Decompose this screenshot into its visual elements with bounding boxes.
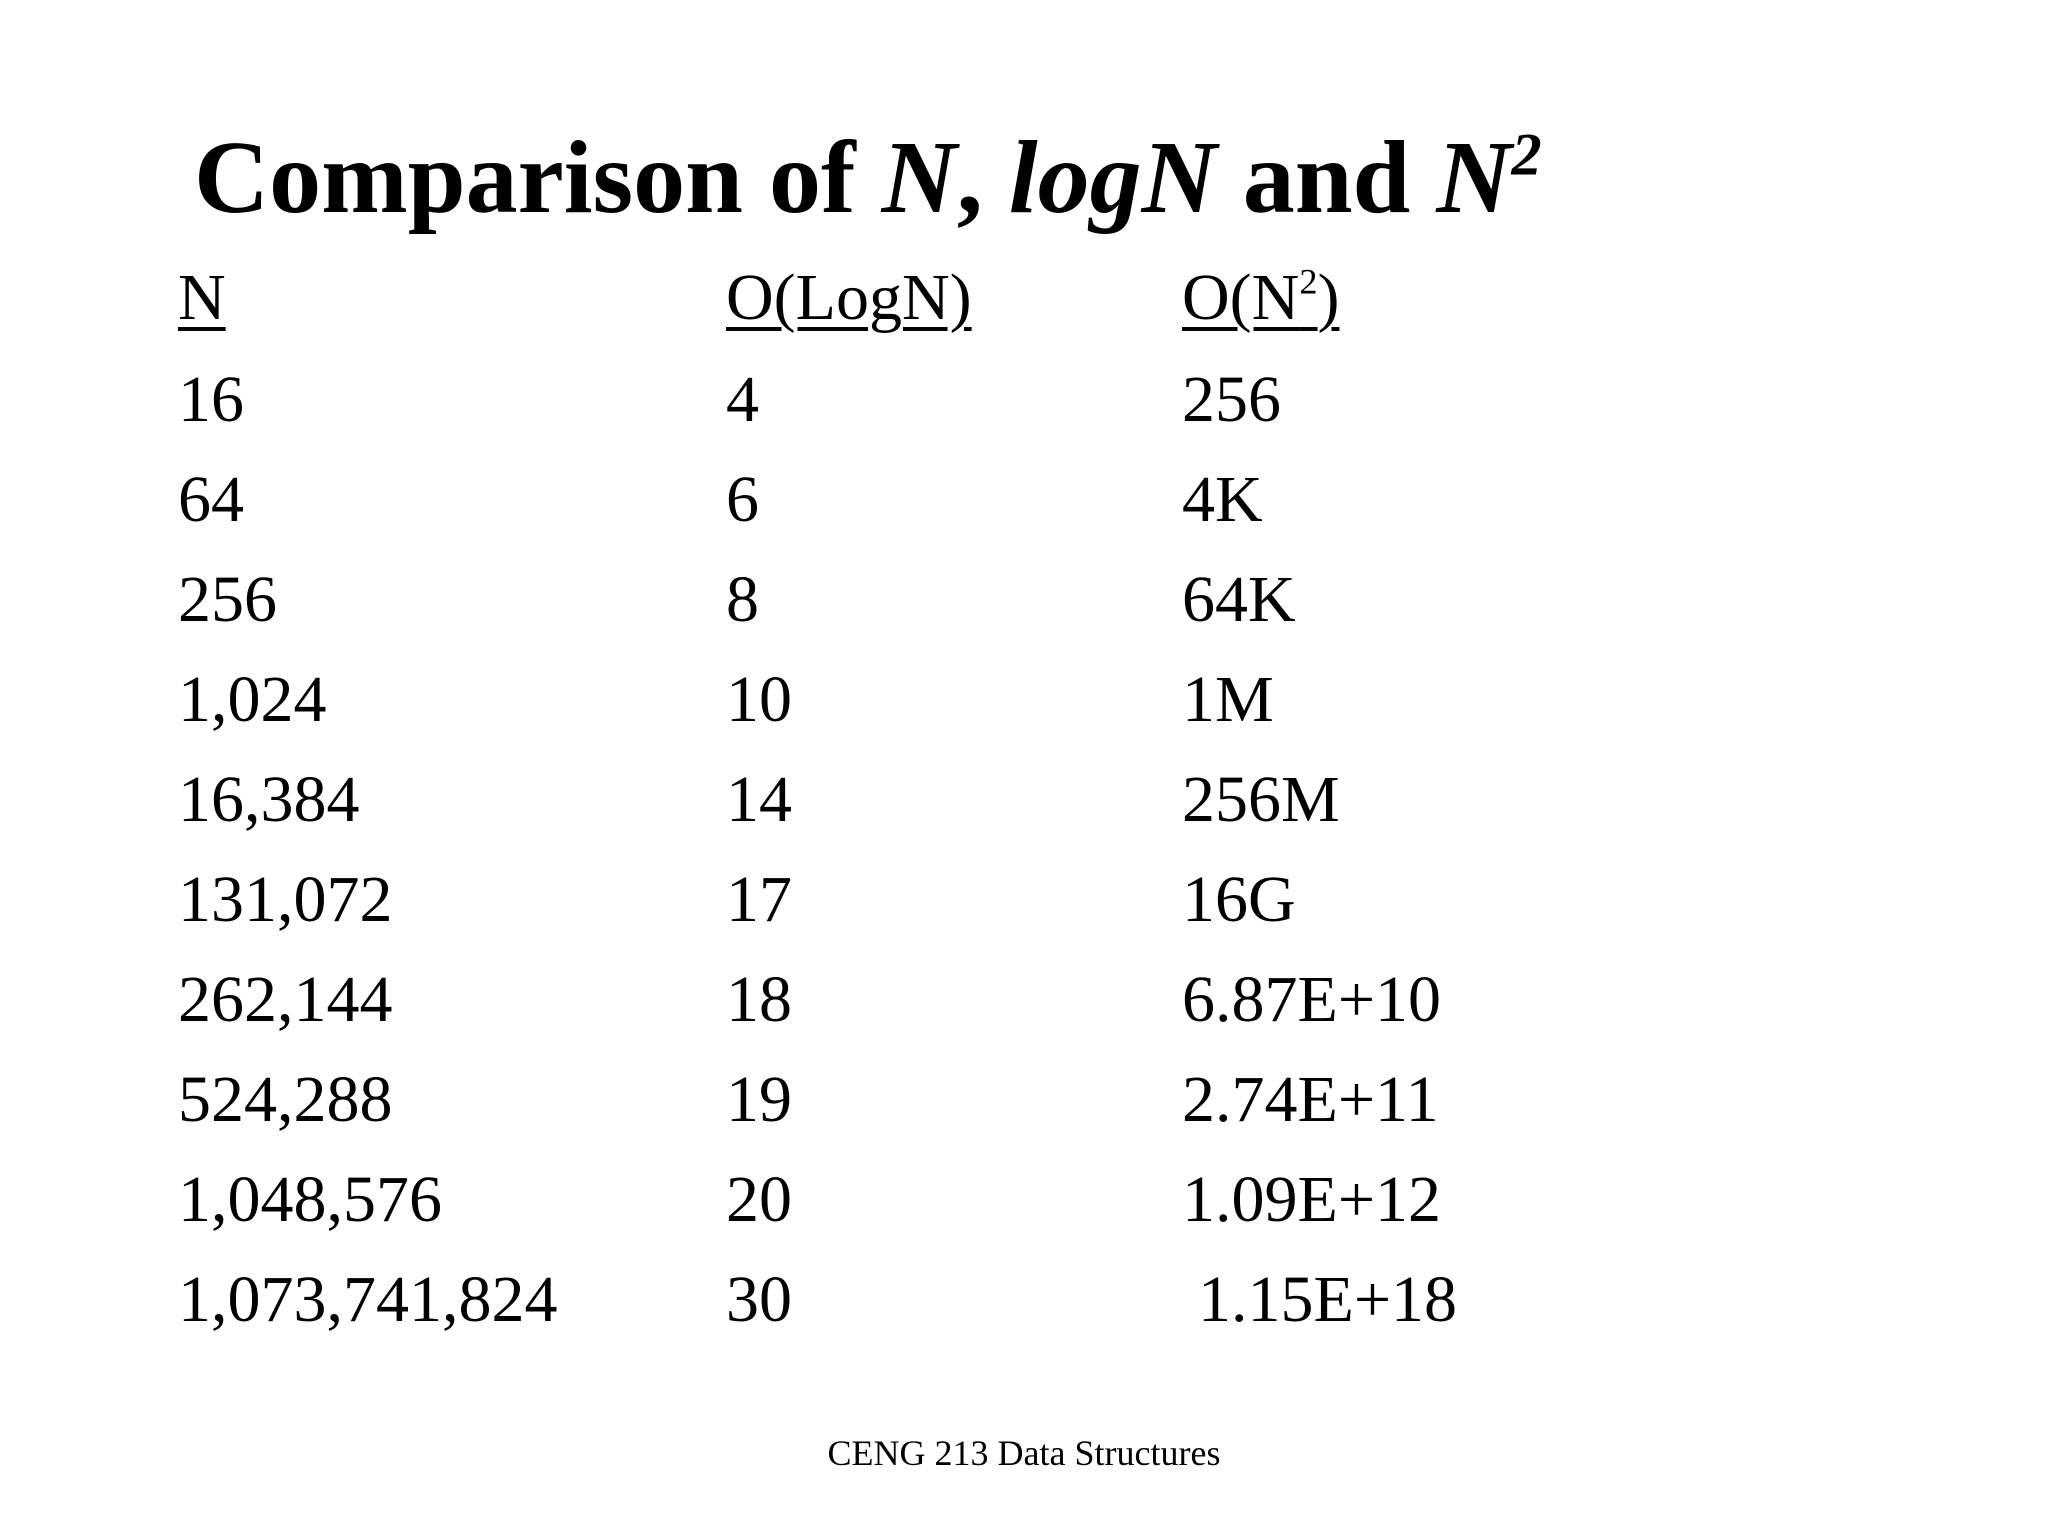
header-sq-exponent: 2: [1299, 261, 1318, 302]
table-row: 16,384 14 256M: [0, 750, 2048, 850]
cell-log-n: 30: [726, 1263, 792, 1336]
slide-title: Comparison of N, logN and N2: [194, 118, 1542, 238]
cell-n-squared: 256: [1182, 363, 1281, 436]
cell-n-squared: 4K: [1182, 463, 1263, 536]
table-row: 256 8 64K: [0, 550, 2048, 650]
cell-n-squared: 256M: [1182, 763, 1340, 836]
cell-log-n: 10: [726, 663, 792, 736]
cell-log-n: 17: [726, 863, 792, 936]
title-comma: ,: [956, 120, 1009, 235]
header-n-squared: O(N2): [1182, 248, 1339, 348]
title-and: and: [1216, 120, 1437, 235]
table-row: 1,048,576 20 1.09E+12: [0, 1150, 2048, 1250]
title-prefix: Comparison of: [194, 120, 882, 235]
cell-log-n: 4: [726, 363, 759, 436]
cell-n: 1,073,741,824: [178, 1263, 558, 1336]
cell-n: 524,288: [178, 1063, 393, 1136]
title-logn: logN: [1008, 120, 1217, 235]
header-log-n: O(LogN): [726, 261, 972, 334]
title-n2-base: N: [1436, 120, 1512, 235]
cell-n: 1,048,576: [178, 1163, 442, 1236]
cell-n-squared: 2.74E+11: [1182, 1063, 1439, 1136]
table-row: 1,024 10 1M: [0, 650, 2048, 750]
cell-n-squared: 1.15E+18: [1198, 1263, 1458, 1336]
table-row: 262,144 18 6.87E+10: [0, 950, 2048, 1050]
header-sq-suffix: ): [1317, 261, 1340, 334]
cell-log-n: 18: [726, 963, 792, 1036]
header-n: N: [178, 261, 226, 334]
cell-n-squared: 6.87E+10: [1182, 963, 1442, 1036]
table-row: 16 4 256: [0, 350, 2048, 450]
header-sq-prefix: O(N: [1182, 261, 1300, 334]
cell-n: 256: [178, 563, 277, 636]
table-row: 1,073,741,824 30 1.15E+18: [0, 1250, 2048, 1350]
table-header-row: N O(LogN) O(N2): [0, 248, 2048, 348]
title-n-squared: N2: [1436, 120, 1541, 235]
title-n: N: [881, 120, 957, 235]
cell-n-squared: 16G: [1182, 863, 1296, 936]
cell-n-squared: 1M: [1182, 663, 1274, 736]
cell-log-n: 19: [726, 1063, 792, 1136]
cell-log-n: 14: [726, 763, 792, 836]
cell-log-n: 8: [726, 563, 759, 636]
cell-n-squared: 64K: [1182, 563, 1296, 636]
slide-footer: CENG 213 Data Structures: [827, 1433, 1221, 1473]
table-row: 524,288 19 2.74E+11: [0, 1050, 2048, 1150]
table-row: 131,072 17 16G: [0, 850, 2048, 950]
cell-n: 16: [178, 363, 244, 436]
cell-n: 262,144: [178, 963, 393, 1036]
cell-n: 64: [178, 463, 244, 536]
cell-n: 16,384: [178, 763, 360, 836]
title-n2-exponent: 2: [1511, 121, 1542, 189]
cell-n: 1,024: [178, 663, 327, 736]
cell-log-n: 6: [726, 463, 759, 536]
cell-n-squared: 1.09E+12: [1182, 1163, 1442, 1236]
cell-n: 131,072: [178, 863, 393, 936]
cell-log-n: 20: [726, 1163, 792, 1236]
table-row: 64 6 4K: [0, 450, 2048, 550]
